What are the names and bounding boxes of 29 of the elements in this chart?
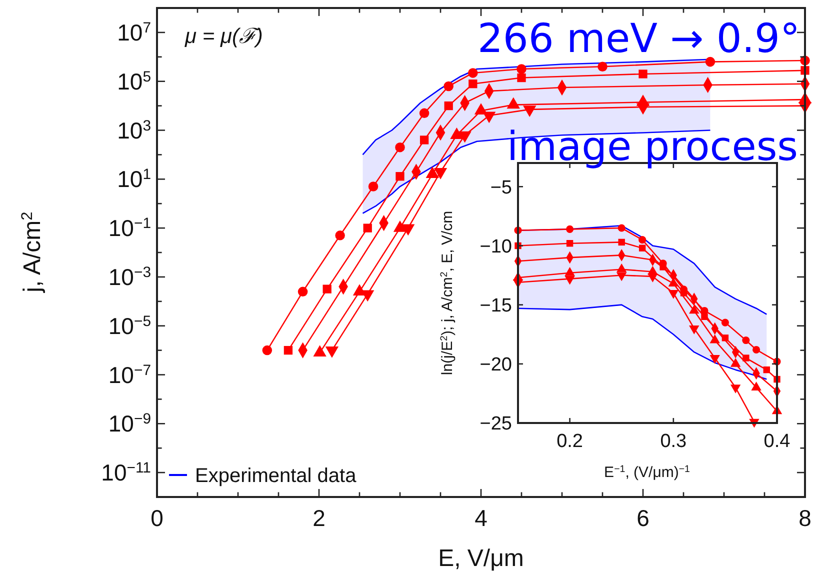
annotation: image process bbox=[506, 124, 798, 170]
y-tick-label: 10$^{1}$ bbox=[117, 166, 151, 192]
legend-label: Experimental data bbox=[195, 465, 358, 487]
y-tick-label: 10$^{−1}$ bbox=[108, 214, 151, 242]
y-tick-label: −20 bbox=[480, 354, 512, 376]
x-tick-label: 2 bbox=[312, 504, 326, 531]
x-axis-title: E, V/μm bbox=[438, 545, 524, 572]
y-tick-label: −10 bbox=[480, 236, 512, 258]
x-axis-title: E$^{−1}$, (V/μm)$^{−1}$ bbox=[604, 464, 690, 481]
x-tick-label: 4 bbox=[474, 504, 488, 531]
annotation: μ = μ(ℱ) bbox=[184, 25, 263, 48]
y-tick-label: 10$^{−9}$ bbox=[108, 410, 151, 437]
x-tick-label: 8 bbox=[798, 504, 812, 531]
y-tick-label: 10$^{3}$ bbox=[117, 116, 151, 144]
y-tick-label: −5 bbox=[490, 177, 512, 198]
x-tick-label: 0.4 bbox=[764, 430, 791, 452]
x-tick-label: 0.2 bbox=[556, 430, 584, 452]
y-tick-label: 10$^{−5}$ bbox=[108, 312, 151, 339]
y-tick-label: 10$^{5}$ bbox=[117, 68, 151, 94]
y-tick-label: 10$^{7}$ bbox=[117, 19, 151, 46]
x-tick-label: 6 bbox=[636, 504, 650, 531]
y-tick-label: 10$^{−7}$ bbox=[108, 361, 151, 388]
y-tick-label: 10$^{−3}$ bbox=[108, 264, 151, 290]
x-tick-label: 0.3 bbox=[660, 430, 687, 452]
y-tick-label: 10$^{−11}$ bbox=[101, 459, 151, 486]
annotation: 266 meV → 0.9° bbox=[477, 16, 800, 62]
x-tick-label: 0 bbox=[150, 504, 164, 531]
y-tick-label: −15 bbox=[480, 295, 512, 316]
y-tick-label: −25 bbox=[480, 414, 512, 435]
